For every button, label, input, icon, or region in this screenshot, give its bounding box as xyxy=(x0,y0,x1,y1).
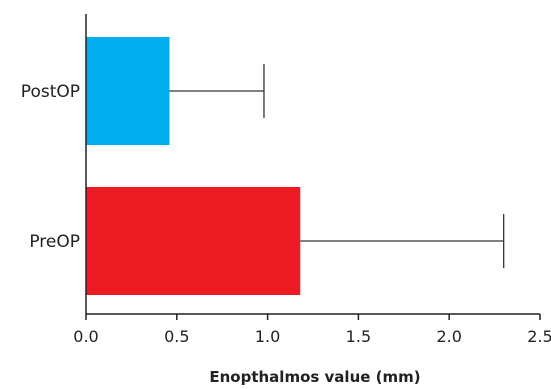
x-axis-title: Enopthalmos value (mm) xyxy=(209,368,420,386)
error-bars xyxy=(169,64,505,268)
x-axis-ticks: 0.0 0.5 1.0 1.5 2.0 2.5 xyxy=(73,314,551,346)
x-tick-label: 2.0 xyxy=(436,327,461,346)
chart-marks xyxy=(86,37,301,295)
y-axis-category-labels: PostOP PreOP xyxy=(21,82,80,252)
category-label-postop: PostOP xyxy=(21,82,80,102)
x-tick-label: 0.0 xyxy=(73,327,98,346)
category-label-preop: PreOP xyxy=(29,232,80,252)
x-tick-label: 2.5 xyxy=(527,327,551,346)
x-tick-label: 1.0 xyxy=(255,327,280,346)
x-tick-label: 0.5 xyxy=(164,327,189,346)
bar-preop xyxy=(86,187,301,295)
x-tick-label: 1.5 xyxy=(346,327,371,346)
bar-postop xyxy=(86,37,170,145)
